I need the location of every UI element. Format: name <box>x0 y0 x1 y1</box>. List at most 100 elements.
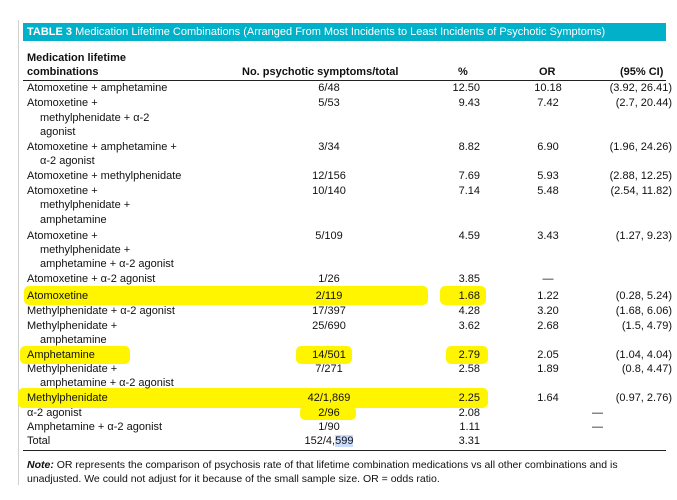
row-or: 6.90 <box>537 141 559 153</box>
row-name: Atomoxetine + <box>27 230 98 242</box>
table-title-bar: TABLE 3 Medication Lifetime Combinations… <box>23 23 666 41</box>
row-ratio: 42/1,869 <box>307 392 351 404</box>
row-name-cont: agonist <box>40 126 76 138</box>
table-row: Atomoxetine + α-2 agonist 1/26 3.85 — <box>0 271 677 287</box>
row-or: 7.42 <box>537 97 559 109</box>
footer-rule <box>23 450 666 451</box>
header-col1-line2: combinations <box>27 66 99 78</box>
row-ratio: 1/26 <box>318 273 340 285</box>
table-row: Atomoxetine + 5/109 4.59 3.43 (1.27, 9.2… <box>0 228 677 244</box>
row-name: Total <box>27 435 51 447</box>
table-row-cont: amphetamine + α-2 agonist <box>0 256 677 272</box>
row-or: 5.93 <box>537 170 559 182</box>
header-col3: % <box>458 66 468 78</box>
table-note: Note: OR represents the comparison of ps… <box>27 458 667 486</box>
row-pct: 3.62 <box>458 320 480 332</box>
row-or: — <box>542 273 554 285</box>
row-ci: (1.96, 24.26) <box>609 141 672 153</box>
row-ratio: 17/397 <box>312 305 346 317</box>
row-ratio: 6/48 <box>318 82 340 94</box>
row-pct: 9.43 <box>458 97 480 109</box>
table-row: Atomoxetine + 10/140 7.14 5.48 (2.54, 11… <box>0 183 677 199</box>
row-pct: 3.85 <box>458 273 480 285</box>
table-row-total: Total 152/4,599 3.31 <box>0 433 677 449</box>
row-ci: (1.5, 4.79) <box>621 320 672 332</box>
row-name: Methylphenidate <box>27 392 108 404</box>
row-ci: — <box>592 407 603 419</box>
table-row: Methylphenidate + 25/690 3.62 2.68 (1.5,… <box>0 318 677 334</box>
row-ci: (1.04, 4.04) <box>615 349 672 361</box>
selected-text[interactable]: 599 <box>335 435 354 447</box>
table-row-cont: amphetamine <box>0 212 677 228</box>
table-label: TABLE 3 <box>27 26 73 38</box>
table-row-cont: agonist <box>0 124 677 140</box>
row-ci: (1.68, 6.06) <box>615 305 672 317</box>
row-name: Atomoxetine + <box>27 185 98 197</box>
row-ratio: 14/501 <box>312 349 346 361</box>
row-ratio: 12/156 <box>312 170 346 182</box>
table-row: Amphetamine 14/501 2.79 2.05 (1.04, 4.04… <box>0 347 677 363</box>
table-row-cont: α-2 agonist <box>0 153 677 169</box>
header-col4: OR <box>539 66 556 78</box>
row-name: Atomoxetine + α-2 agonist <box>27 273 156 285</box>
table-row-cont: methylphenidate + <box>0 197 677 213</box>
header-col5: (95% CI) <box>620 66 664 78</box>
highlight-methylphenidate-row <box>18 388 488 408</box>
row-name: Atomoxetine <box>27 290 89 302</box>
row-or: 5.48 <box>537 185 559 197</box>
row-name: Methylphenidate + α-2 agonist <box>27 305 175 317</box>
table-title: Medication Lifetime Combinations (Arrang… <box>75 26 606 38</box>
row-ci: (0.28, 5.24) <box>615 290 672 302</box>
highlight-amphetamine-pct <box>446 346 488 364</box>
header-rule <box>23 80 666 81</box>
row-ratio: 10/140 <box>312 185 346 197</box>
row-pct: 2.25 <box>458 392 480 404</box>
table-row: Methylphenidate + 7/271 2.58 1.89 (0.8, … <box>0 361 677 377</box>
row-ci: — <box>592 421 603 433</box>
row-name: Methylphenidate + <box>27 363 118 375</box>
row-ci: (2.54, 11.82) <box>610 185 672 197</box>
row-ratio: 3/34 <box>318 141 340 153</box>
row-ratio[interactable]: 152/4,599 <box>303 433 355 449</box>
table-row-cont: amphetamine + α-2 agonist <box>0 375 677 391</box>
highlight-amphetamine-ratio <box>296 346 352 364</box>
row-ratio: 2/119 <box>315 290 343 302</box>
row-or: 1.89 <box>537 363 559 375</box>
row-or: 2.68 <box>537 320 559 332</box>
row-ci: (0.8, 4.47) <box>621 363 672 375</box>
row-ci: (3.92, 26.41) <box>609 82 672 94</box>
row-pct: 4.28 <box>458 305 480 317</box>
row-pct: 1.11 <box>459 421 480 433</box>
row-name: Atomoxetine + amphetamine <box>27 82 168 94</box>
row-name: Amphetamine + α-2 agonist <box>27 421 163 433</box>
page-edge <box>18 20 19 485</box>
table-header: Medication lifetime <box>0 50 677 66</box>
highlight-atomoxetine-pct <box>440 286 486 305</box>
row-ratio: 2/96 <box>318 407 340 419</box>
table-row: Atomoxetine + amphetamine + 3/34 8.82 6.… <box>0 139 677 155</box>
row-ratio: 25/690 <box>312 320 346 332</box>
table-header-line2: combinations No. psychotic symptoms/tota… <box>0 64 677 80</box>
highlight-amphetamine-name <box>20 346 130 364</box>
row-or: 1.64 <box>537 392 559 404</box>
row-ratio: 7/271 <box>315 363 343 375</box>
row-pct: 1.68 <box>458 290 480 302</box>
row-pct: 2.79 <box>458 349 480 361</box>
row-pct: 8.82 <box>458 141 480 153</box>
row-pct: 3.31 <box>458 435 480 447</box>
table-row: Atomoxetine + 5/53 9.43 7.42 (2.7, 20.44… <box>0 95 677 111</box>
row-pct: 2.08 <box>458 407 480 419</box>
row-pct: 12.50 <box>452 82 480 94</box>
row-pct: 7.69 <box>458 170 480 182</box>
header-col1-line1: Medication lifetime <box>27 52 127 64</box>
table-row: Amphetamine + α-2 agonist 1/90 1.11 — <box>0 419 677 435</box>
row-ci: (2.7, 20.44) <box>615 97 672 109</box>
row-name-cont: amphetamine + α-2 agonist <box>40 258 174 270</box>
note-text: OR represents the comparison of psychosi… <box>27 459 618 485</box>
row-ratio: 5/53 <box>318 97 340 109</box>
table-row: Methylphenidate 42/1,869 2.25 1.64 (0.97… <box>0 390 677 406</box>
table-row: Methylphenidate + α-2 agonist 17/397 4.2… <box>0 303 677 319</box>
row-name-cont: methylphenidate + α-2 <box>40 112 150 124</box>
row-or: 3.20 <box>537 305 559 317</box>
row-name: α-2 agonist <box>27 407 82 419</box>
